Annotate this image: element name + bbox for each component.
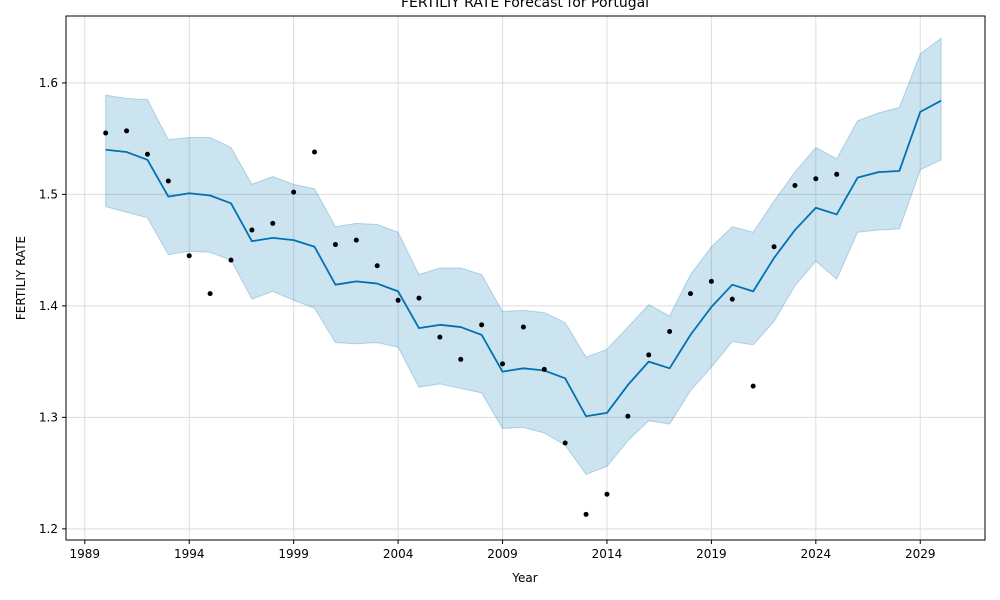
forecast-line-layer: [105, 99, 942, 418]
observed-point: [165, 178, 171, 184]
observed-point: [834, 171, 840, 177]
observed-point: [249, 227, 255, 233]
observed-point: [395, 297, 401, 303]
observed-point: [228, 257, 234, 263]
observed-point: [625, 413, 631, 419]
uncertainty-band-area: [105, 37, 942, 475]
observed-point: [479, 322, 485, 328]
x-tick-label: 2014: [592, 547, 623, 561]
observed-point: [103, 130, 109, 136]
x-tick-label: 2024: [801, 547, 832, 561]
observed-point: [291, 189, 297, 195]
x-tick-label: 2009: [487, 547, 518, 561]
observed-point: [750, 383, 756, 389]
y-axis-label: FERTILIY RATE: [14, 236, 28, 320]
observed-point: [729, 296, 735, 302]
x-tick-label: 2029: [905, 547, 936, 561]
observed-point: [144, 151, 150, 157]
y-tick-label: 1.5: [39, 187, 58, 201]
x-axis-ticks: 1989 1994 1999 2004 2009 2014 2019 2024 2029: [70, 540, 936, 561]
y-tick-label: 1.2: [39, 522, 58, 536]
observed-point: [500, 361, 506, 367]
x-tick-label: 1989: [70, 547, 101, 561]
y-tick-label: 1.4: [39, 299, 58, 313]
y-tick-label: 1.6: [39, 76, 58, 90]
observed-point: [186, 253, 192, 259]
x-tick-label: 2004: [383, 547, 414, 561]
observed-point: [562, 440, 568, 446]
observed-point: [667, 329, 673, 335]
observed-point: [270, 220, 276, 226]
observed-point: [688, 291, 693, 297]
observed-point: [374, 263, 380, 269]
observed-point: [646, 352, 652, 358]
observed-point: [520, 324, 526, 330]
observed-point: [708, 278, 714, 284]
plot-frame: [65, 15, 986, 541]
observed-point: [207, 291, 213, 297]
x-tick-label: 1999: [278, 547, 309, 561]
observed-point: [124, 128, 130, 134]
observed-point: [583, 511, 589, 517]
observed-point: [604, 491, 610, 497]
observed-point: [312, 149, 318, 155]
y-tick-label: 1.3: [39, 410, 58, 424]
grid: [66, 16, 985, 540]
observed-point: [813, 176, 819, 182]
observed-point: [458, 356, 464, 362]
observed-point: [541, 366, 547, 372]
observed-point: [792, 182, 798, 188]
observed-point: [332, 242, 338, 248]
forecast-line: [105, 99, 942, 418]
uncertainty-band: [105, 37, 942, 475]
observed-point: [353, 237, 359, 243]
observed-points: [103, 128, 840, 517]
y-axis-ticks: 1.2 1.3 1.4 1.5 1.6: [39, 76, 66, 536]
observed-point: [416, 295, 422, 301]
chart-title: FERTILIY RATE Forecast for Portugal: [401, 0, 649, 11]
x-axis-label: Year: [511, 571, 537, 585]
observed-point: [437, 334, 443, 340]
x-tick-label: 1994: [174, 547, 205, 561]
x-tick-label: 2019: [696, 547, 727, 561]
observed-point: [771, 244, 777, 250]
